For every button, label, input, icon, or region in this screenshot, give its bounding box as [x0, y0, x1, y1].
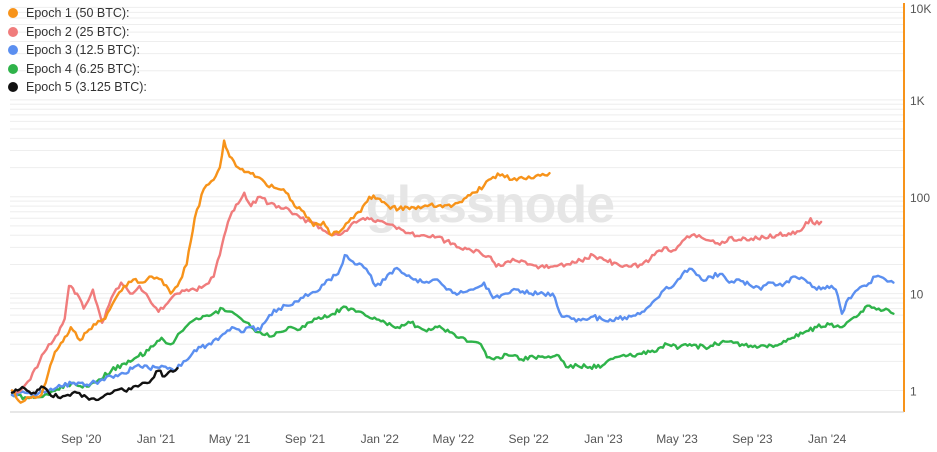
watermark: glassnode — [366, 176, 614, 234]
series-line-epoch-3 — [10, 253, 895, 398]
series-line-epoch-5 — [10, 367, 179, 402]
legend-label: Epoch 2 (25 BTC): — [26, 24, 130, 39]
series-layer — [10, 139, 895, 404]
y-tick-label: 1K — [910, 94, 925, 108]
series-line-epoch-1 — [10, 139, 551, 404]
legend-dot — [8, 82, 18, 93]
legend-item-epoch-3[interactable]: Epoch 3 (12.5 BTC): — [8, 41, 147, 60]
x-tick-label: May '22 — [432, 432, 474, 446]
x-tick-label: Sep '23 — [732, 432, 773, 446]
x-tick-label: Jan '23 — [584, 432, 623, 446]
y-tick-label: 100 — [910, 191, 930, 205]
legend-dot — [8, 63, 18, 74]
legend-item-epoch-1[interactable]: Epoch 1 (50 BTC): — [8, 4, 147, 23]
x-tick-label: Jan '24 — [808, 432, 847, 446]
y-tick-label: 1 — [910, 385, 917, 399]
legend-item-epoch-4[interactable]: Epoch 4 (6.25 BTC): — [8, 60, 147, 79]
x-tick-label: May '21 — [209, 432, 251, 446]
legend-label: Epoch 4 (6.25 BTC): — [26, 61, 140, 76]
x-tick-label: Sep '22 — [509, 432, 550, 446]
legend: Epoch 1 (50 BTC): Epoch 2 (25 BTC): Epoc… — [8, 4, 147, 97]
legend-label: Epoch 3 (12.5 BTC): — [26, 43, 140, 57]
x-tick-label: Jan '22 — [361, 432, 400, 446]
legend-dot — [8, 8, 18, 19]
legend-dot — [8, 45, 18, 56]
legend-item-epoch-2[interactable]: Epoch 2 (25 BTC): — [8, 23, 147, 42]
x-tick-labels: Sep '20 Jan '21 May '21 Sep '21 Jan '22 May '… — [61, 432, 847, 446]
series-line-epoch-2 — [10, 191, 823, 394]
legend-item-epoch-5[interactable]: Epoch 5 (3.125 BTC): — [8, 78, 147, 97]
x-tick-label: Sep '21 — [285, 432, 326, 446]
y-tick-label: 10 — [910, 288, 924, 302]
legend-label: Epoch 1 (50 BTC): — [26, 6, 130, 20]
x-tick-label: Jan '21 — [137, 432, 176, 446]
legend-dot — [8, 26, 18, 37]
y-tick-labels: 1 10 100 1K 10K — [910, 2, 931, 399]
x-tick-label: Sep '20 — [61, 432, 102, 446]
gridlines — [10, 6, 904, 392]
y-tick-label: 10K — [910, 2, 931, 16]
series-line-epoch-4 — [10, 304, 895, 401]
x-tick-label: May '23 — [656, 432, 698, 446]
legend-label: Epoch 5 (3.125 BTC): — [26, 80, 147, 94]
